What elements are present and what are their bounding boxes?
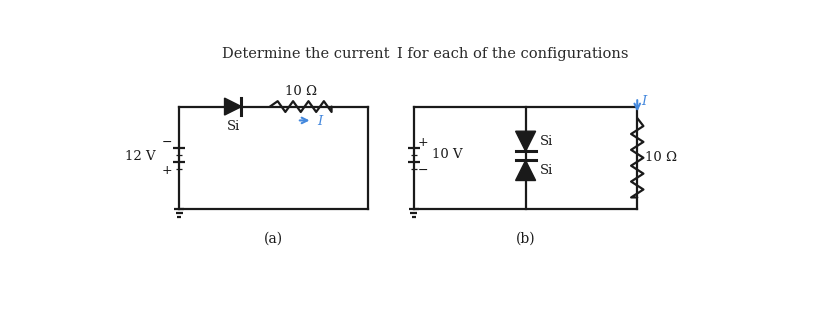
Text: +: + [161, 164, 172, 177]
Text: (a): (a) [264, 231, 283, 245]
Text: Si: Si [539, 135, 553, 148]
Text: 12 V: 12 V [125, 150, 156, 163]
Text: 10 V: 10 V [432, 148, 463, 161]
Text: 10 Ω: 10 Ω [645, 151, 677, 164]
Text: −: − [418, 164, 429, 177]
Polygon shape [515, 160, 536, 180]
Polygon shape [224, 98, 242, 115]
Polygon shape [515, 131, 536, 151]
Text: −: − [161, 136, 172, 149]
Text: +: + [418, 136, 429, 149]
Text: I: I [641, 95, 647, 108]
Text: Determine the current  I for each of the configurations: Determine the current I for each of the … [222, 47, 629, 61]
Text: 10 Ω: 10 Ω [285, 85, 317, 98]
Text: Si: Si [539, 164, 553, 177]
Text: I: I [317, 115, 322, 128]
Text: (b): (b) [516, 231, 535, 245]
Text: Si: Si [226, 120, 239, 133]
